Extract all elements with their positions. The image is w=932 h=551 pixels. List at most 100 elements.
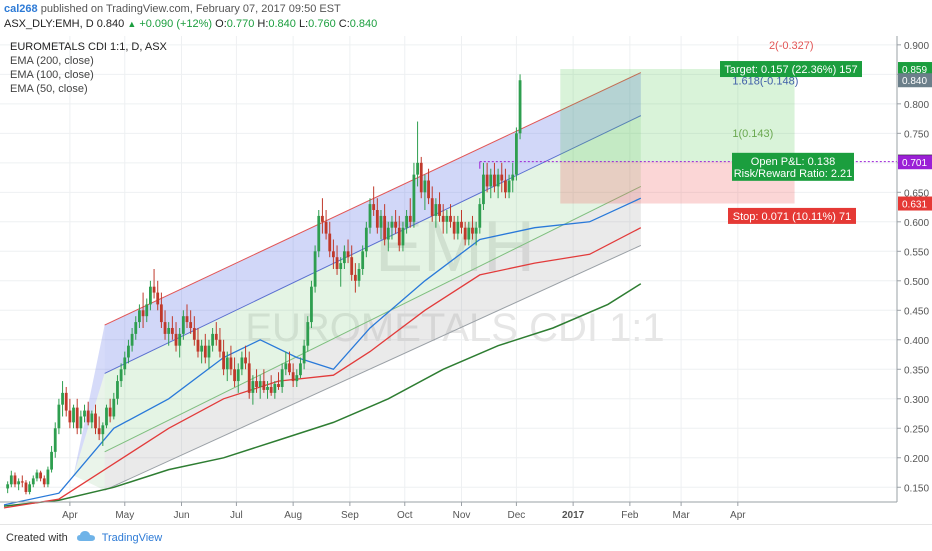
legend-ema100[interactable]: EMA (100, close)	[10, 69, 94, 81]
chart-header: cal268 published on TradingView.com, Feb…	[0, 0, 932, 36]
candle-down	[383, 215, 387, 240]
candle-up	[478, 204, 482, 228]
y-tick-label: 0.300	[904, 395, 929, 406]
candle-down	[255, 381, 258, 387]
candle-down	[291, 372, 295, 382]
x-tick-label: May	[115, 510, 134, 521]
candle-down	[441, 215, 445, 222]
candle-up	[412, 174, 416, 222]
candle-up	[79, 416, 83, 429]
candle-down	[288, 363, 291, 373]
x-tick-label: Dec	[508, 510, 526, 521]
candle-down	[170, 327, 174, 334]
chart-area[interactable]: EMH EUROMETALS CDI 1:1 2(-0.327) 1.618(-0.1…	[0, 36, 932, 524]
candle-down	[163, 322, 167, 334]
cloud-logo-icon	[76, 531, 95, 545]
price-chart[interactable]: EMH EUROMETALS CDI 1:1 2(-0.327) 1.618(-0.1…	[0, 36, 932, 524]
y-tick-label: 0.750	[904, 129, 929, 140]
candle-up	[379, 215, 383, 228]
candle-down	[353, 274, 357, 281]
candle-down	[196, 339, 200, 352]
candle-down	[463, 227, 467, 240]
candle-down	[192, 327, 196, 340]
y-tick-label: 0.500	[904, 277, 929, 288]
y-tick-label: 0.550	[904, 247, 929, 258]
candle-down	[504, 180, 507, 193]
candle-down	[419, 162, 423, 193]
candle-down	[449, 215, 452, 222]
candle-down	[269, 386, 273, 393]
position-profit-zone	[560, 69, 795, 162]
up-arrow-icon: ▲	[127, 19, 137, 29]
candle-up	[31, 478, 35, 485]
author-link[interactable]: cal268	[4, 3, 38, 15]
candle-up	[167, 327, 171, 334]
y-tick-label: 0.350	[904, 365, 929, 376]
candle-down	[452, 221, 456, 234]
tradingview-brand[interactable]: TradingView	[101, 531, 163, 544]
chart-background	[0, 36, 932, 524]
legend-ema50[interactable]: EMA (50, close)	[10, 83, 88, 95]
y-tick-label: 0.150	[904, 483, 929, 494]
candle-up	[138, 310, 141, 323]
candle-up	[61, 392, 64, 405]
candle-up	[342, 251, 346, 264]
pnl-label: Open P&L: 0.138	[751, 156, 835, 168]
candle-up	[119, 369, 123, 382]
fib-wedge-blue	[73, 325, 105, 476]
candle-up	[112, 398, 116, 417]
candle-up	[181, 316, 185, 334]
candle-up	[236, 369, 240, 382]
candle-up	[515, 133, 518, 175]
candle-up	[6, 484, 10, 489]
candle-up	[72, 407, 75, 423]
candle-up	[130, 333, 134, 346]
candle-down	[335, 257, 339, 269]
candle-down	[247, 363, 251, 393]
legend-ema200[interactable]: EMA (200, close)	[10, 55, 94, 67]
candle-up	[207, 345, 211, 358]
candle-up	[507, 180, 511, 193]
x-tick-label: 2017	[562, 510, 585, 521]
price-badge-label: 0.631	[902, 200, 927, 211]
candle-down	[174, 333, 178, 346]
x-tick-label: Jul	[230, 510, 243, 521]
candle-up	[50, 451, 53, 470]
candle-up	[511, 174, 515, 181]
candle-down	[346, 251, 350, 258]
candle-up	[518, 80, 522, 134]
rr-label: Risk/Reward Ratio: 2.21	[734, 168, 853, 180]
candle-down	[427, 180, 430, 199]
candle-up	[306, 322, 310, 346]
candle-up	[489, 174, 493, 187]
candle-down	[214, 333, 218, 340]
candle-down	[485, 174, 489, 187]
candle-down	[394, 221, 398, 228]
candle-up	[9, 475, 13, 485]
candle-down	[141, 310, 145, 317]
y-tick-label: 0.400	[904, 336, 929, 347]
candle-up	[90, 413, 94, 423]
candle-down	[408, 215, 412, 222]
close-value: 0.840	[349, 18, 378, 30]
candle-down	[156, 292, 160, 305]
candle-down	[185, 316, 189, 323]
ohlc-line: ASX_DLY:EMH, D 0.840 ▲ +0.090 (+12%) O:0…	[4, 18, 377, 30]
price-badge-label: 0.859	[902, 65, 927, 76]
candle-up	[456, 221, 460, 234]
candle-up	[57, 404, 61, 429]
candle-down	[42, 478, 46, 485]
candle-up	[482, 174, 485, 205]
candle-down	[75, 407, 79, 429]
candle-down	[86, 410, 90, 423]
candle-up	[145, 304, 149, 317]
open-label: O:	[215, 18, 227, 30]
candle-down	[321, 215, 324, 222]
candle-down	[20, 481, 24, 483]
y-tick-label: 0.800	[904, 100, 929, 111]
candle-up	[123, 357, 127, 370]
legend-title: EUROMETALS CDI 1:1, D, ASX	[10, 41, 167, 53]
candle-up	[474, 227, 478, 234]
candle-up	[280, 369, 284, 387]
candle-up	[134, 322, 138, 334]
